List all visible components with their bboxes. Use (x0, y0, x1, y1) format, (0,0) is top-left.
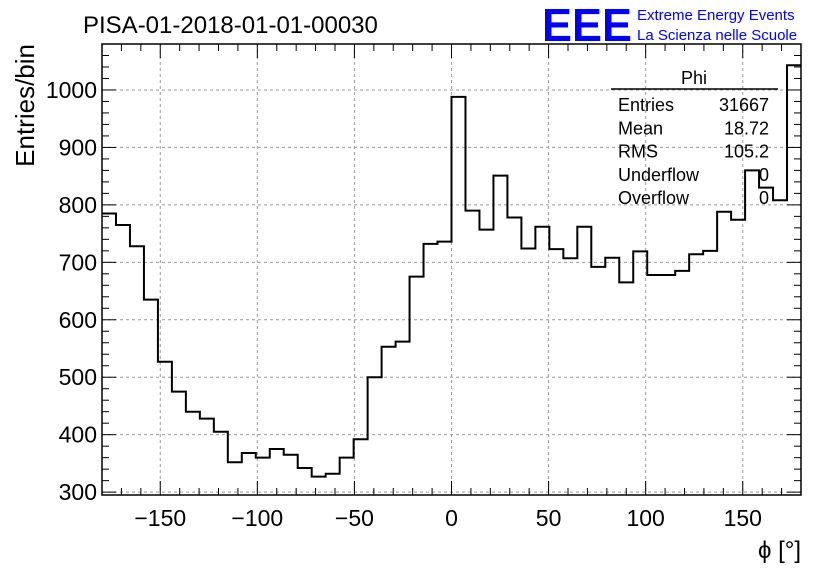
histogram-bin (493, 176, 507, 495)
histogram-bin (410, 277, 424, 495)
stats-row-label: Mean (618, 118, 663, 138)
x-tick-label: −150 (134, 505, 186, 531)
histogram-bin (759, 188, 773, 495)
histogram-bin (424, 244, 438, 495)
histogram-bin (465, 211, 479, 495)
y-tick-label: 900 (59, 134, 97, 160)
stats-box: Phi Entries 31667 Mean 18.72 RMS 105.2 Underfl… (611, 68, 778, 208)
histogram-bin (675, 271, 689, 495)
stats-row-value: 105.2 (724, 142, 769, 162)
histogram-bin (144, 300, 158, 495)
y-tick-label: 700 (59, 249, 97, 275)
histogram-bin (242, 453, 256, 495)
y-tick-label: 1000 (46, 77, 97, 103)
y-tick-label: 800 (59, 192, 97, 218)
histogram-bin (186, 412, 200, 495)
logo-line-1: Extreme Energy Events (637, 7, 795, 24)
histogram-bin (591, 267, 605, 495)
x-tick-label: 150 (724, 505, 762, 531)
y-tick-label: 500 (59, 364, 97, 390)
histogram-bin (396, 342, 410, 495)
x-tick-label: 0 (445, 505, 458, 531)
histogram-bin (312, 477, 326, 495)
histogram-bin (284, 455, 298, 495)
stats-row-label: Entries (618, 95, 674, 115)
stats-row-label: Underflow (618, 165, 700, 185)
histogram-bin (773, 200, 787, 495)
histogram-bin (703, 251, 717, 495)
histogram-bin (661, 275, 675, 495)
histogram-bin (340, 458, 354, 495)
histogram-bin (479, 230, 493, 495)
y-tick-label: 400 (59, 422, 97, 448)
histogram-bin (549, 249, 563, 495)
histogram-bin (256, 458, 270, 495)
histogram-bin (228, 462, 242, 495)
x-tick-label: −100 (231, 505, 283, 531)
y-tick-label: 300 (59, 479, 97, 505)
histogram-bin (438, 242, 452, 495)
histogram-bin (354, 439, 368, 495)
x-tick-label: 50 (536, 505, 562, 531)
histogram-bin (521, 249, 535, 495)
histogram-bin (452, 97, 466, 495)
histogram-bin (535, 227, 549, 495)
eee-logo: EEE Extreme Energy Events La Scienza nel… (542, 0, 797, 51)
stats-row-value: 18.72 (724, 118, 769, 138)
histogram-bin (633, 251, 647, 495)
histogram-bin (605, 258, 619, 495)
histogram-bin (563, 258, 577, 495)
histogram-bin (116, 225, 130, 495)
stats-row-value: 0 (759, 165, 769, 185)
histogram-bin (731, 220, 745, 495)
x-axis-label: ϕ [°] (758, 537, 801, 564)
histogram-bin (298, 468, 312, 495)
histogram-bin (130, 246, 144, 495)
histogram-bin (717, 212, 731, 495)
y-axis-label: Entries/bin (10, 44, 40, 167)
stats-row-value: 0 (759, 188, 769, 208)
stats-row-label: RMS (618, 142, 658, 162)
histogram-bin (172, 392, 186, 495)
histogram-bin (200, 419, 214, 495)
histogram-outline (102, 64, 801, 478)
x-tick-label: 100 (626, 505, 664, 531)
plot-title: PISA-01-2018-01-01-00030 (83, 12, 378, 39)
histogram-bin (507, 218, 521, 495)
histogram-bin (745, 170, 759, 495)
histogram-bin (787, 65, 801, 495)
histogram-bin (158, 362, 172, 495)
y-tick-label: 600 (59, 307, 97, 333)
y-axis: 300 400 500 600 700 800 900 1000 (46, 54, 801, 505)
logo-line-2: La Scienza nelle Scuole (637, 27, 797, 44)
stats-row-value: 31667 (719, 95, 769, 115)
histogram-bin (619, 282, 633, 495)
histogram-bin (368, 377, 382, 495)
histogram-bin (382, 347, 396, 495)
histogram-bin (647, 275, 661, 495)
histogram-bin (326, 474, 340, 495)
histogram-bin (577, 227, 591, 495)
logo-mark: EEE (542, 0, 632, 51)
stats-box-title: Phi (681, 68, 707, 88)
histogram-bin (689, 254, 703, 495)
histogram-bin (214, 432, 228, 495)
x-axis: −150 −100 −50 0 50 100 150 (101, 44, 802, 531)
stats-row-label: Overflow (618, 188, 690, 208)
x-tick-label: −50 (335, 505, 374, 531)
histogram-series (102, 64, 801, 495)
